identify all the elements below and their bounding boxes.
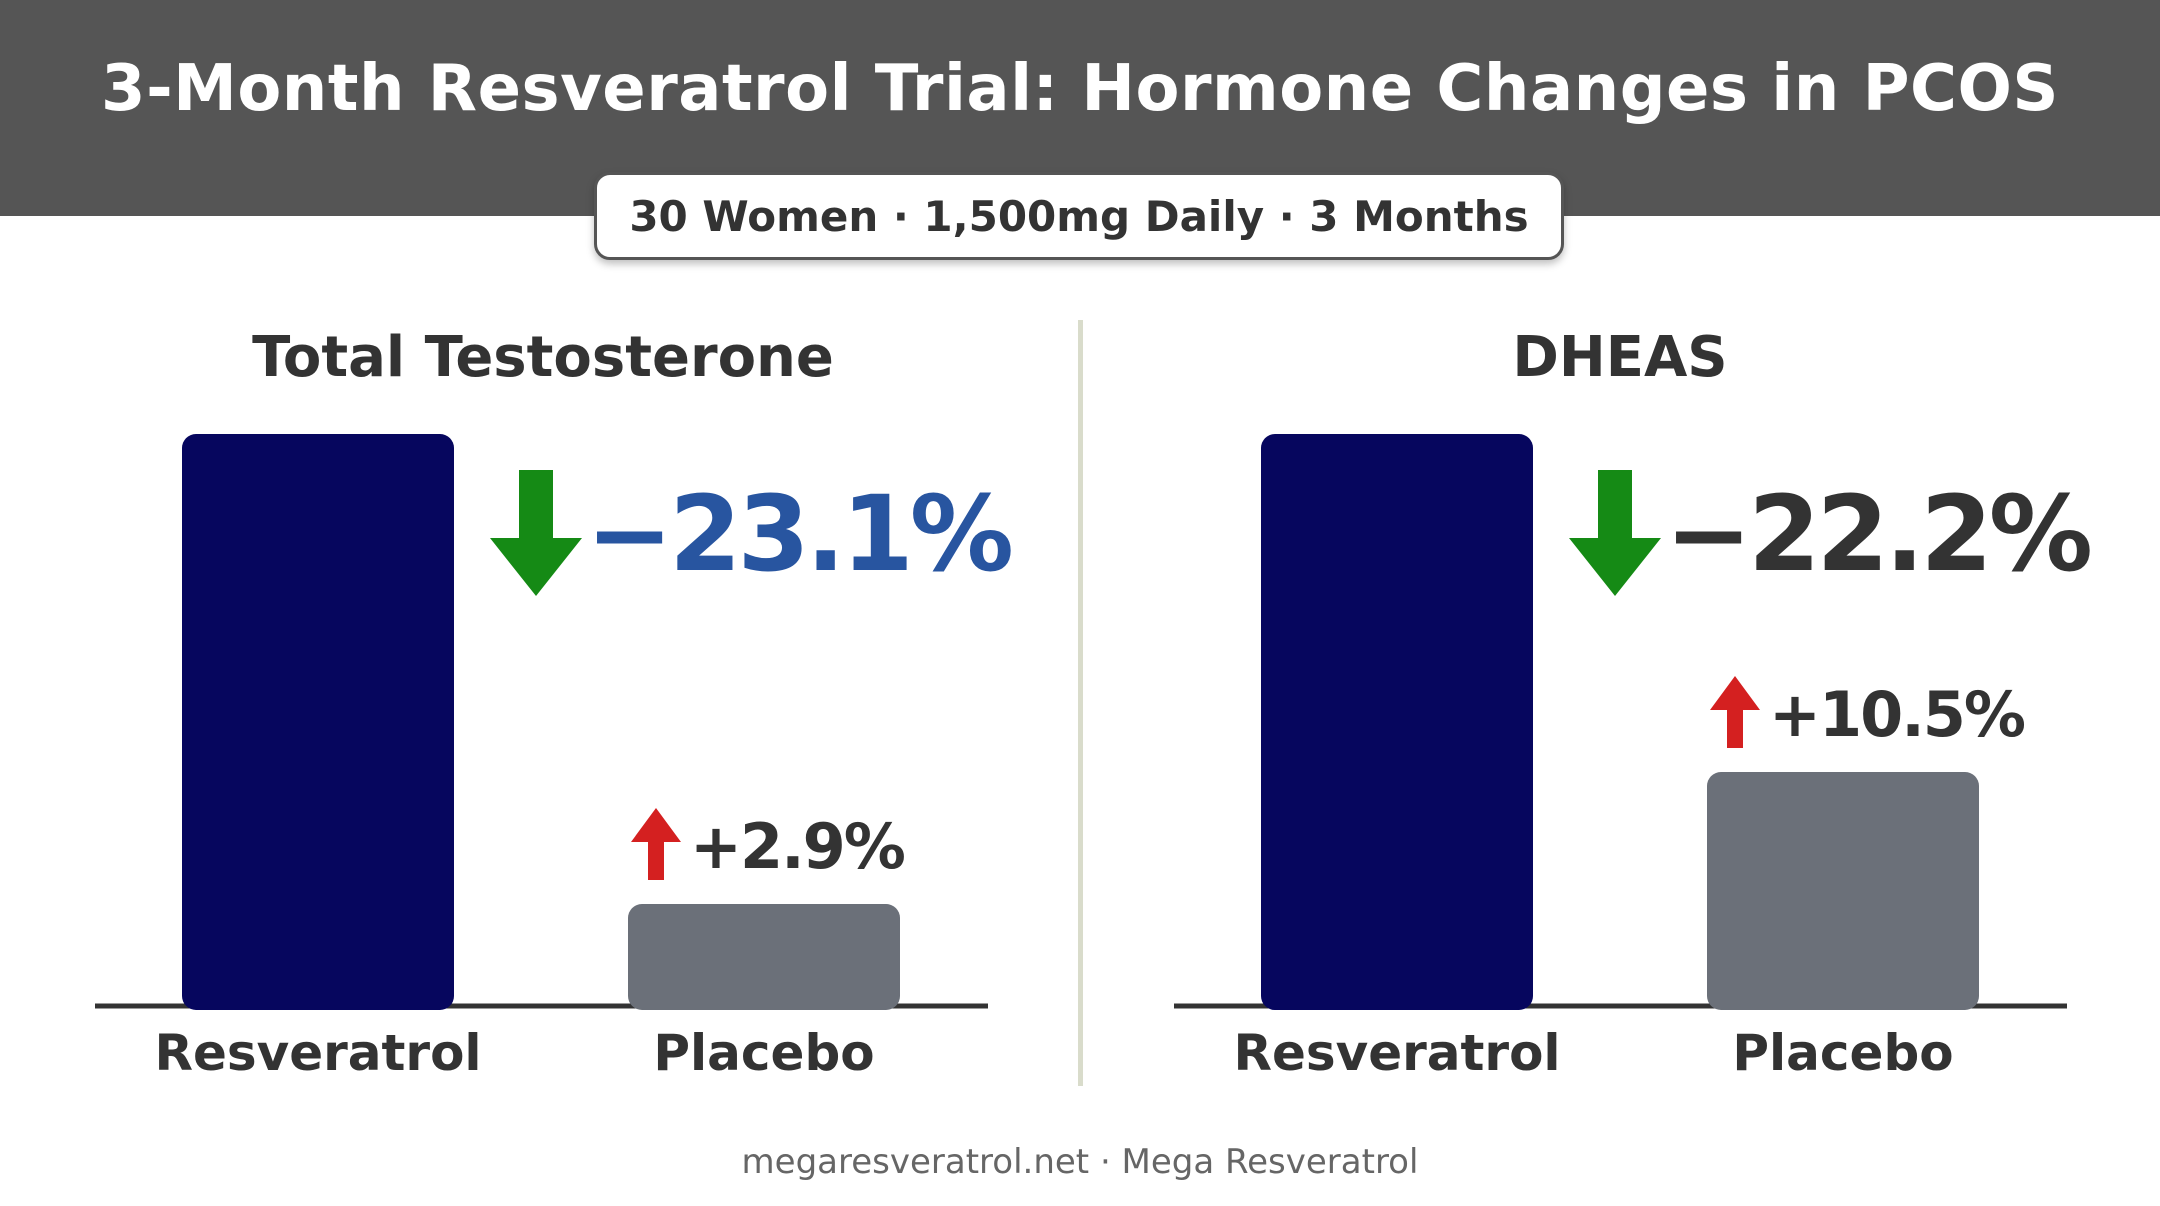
testosterone-change-label-resveratrol: −23.1% (586, 473, 1011, 595)
panel-divider (1078, 320, 1083, 1086)
subtitle-badge: 30 Women · 1,500mg Daily · 3 Months (594, 172, 1564, 260)
testosterone-change-label-placebo: +2.9% (690, 810, 905, 883)
testosterone-category-label-placebo: Placebo (653, 1024, 874, 1082)
testosterone-bar-placebo (628, 904, 900, 1010)
dheas-down-arrow-icon (1569, 470, 1661, 596)
dheas-bar-resveratrol (1261, 434, 1533, 1010)
page-title: 3-Month Resveratrol Trial: Hormone Chang… (101, 52, 2059, 126)
dheas-change-label-placebo: +10.5% (1769, 678, 2025, 751)
dheas-chart-title: DHEAS (1512, 325, 1727, 390)
testosterone-category-label-resveratrol: Resveratrol (154, 1024, 481, 1082)
testosterone-chart-title: Total Testosterone (252, 325, 834, 390)
testosterone-down-arrow-icon (490, 470, 582, 596)
dheas-up-arrow-icon (1710, 676, 1760, 748)
testosterone-bar-resveratrol (182, 434, 454, 1010)
dheas-change-label-resveratrol: −22.2% (1665, 473, 2090, 595)
footer-credit: megaresveratrol.net · Mega Resveratrol (741, 1142, 1419, 1182)
dheas-category-label-resveratrol: Resveratrol (1233, 1024, 1560, 1082)
dheas-category-label-placebo: Placebo (1732, 1024, 1953, 1082)
testosterone-up-arrow-icon (631, 808, 681, 880)
dheas-bar-placebo (1707, 772, 1979, 1010)
